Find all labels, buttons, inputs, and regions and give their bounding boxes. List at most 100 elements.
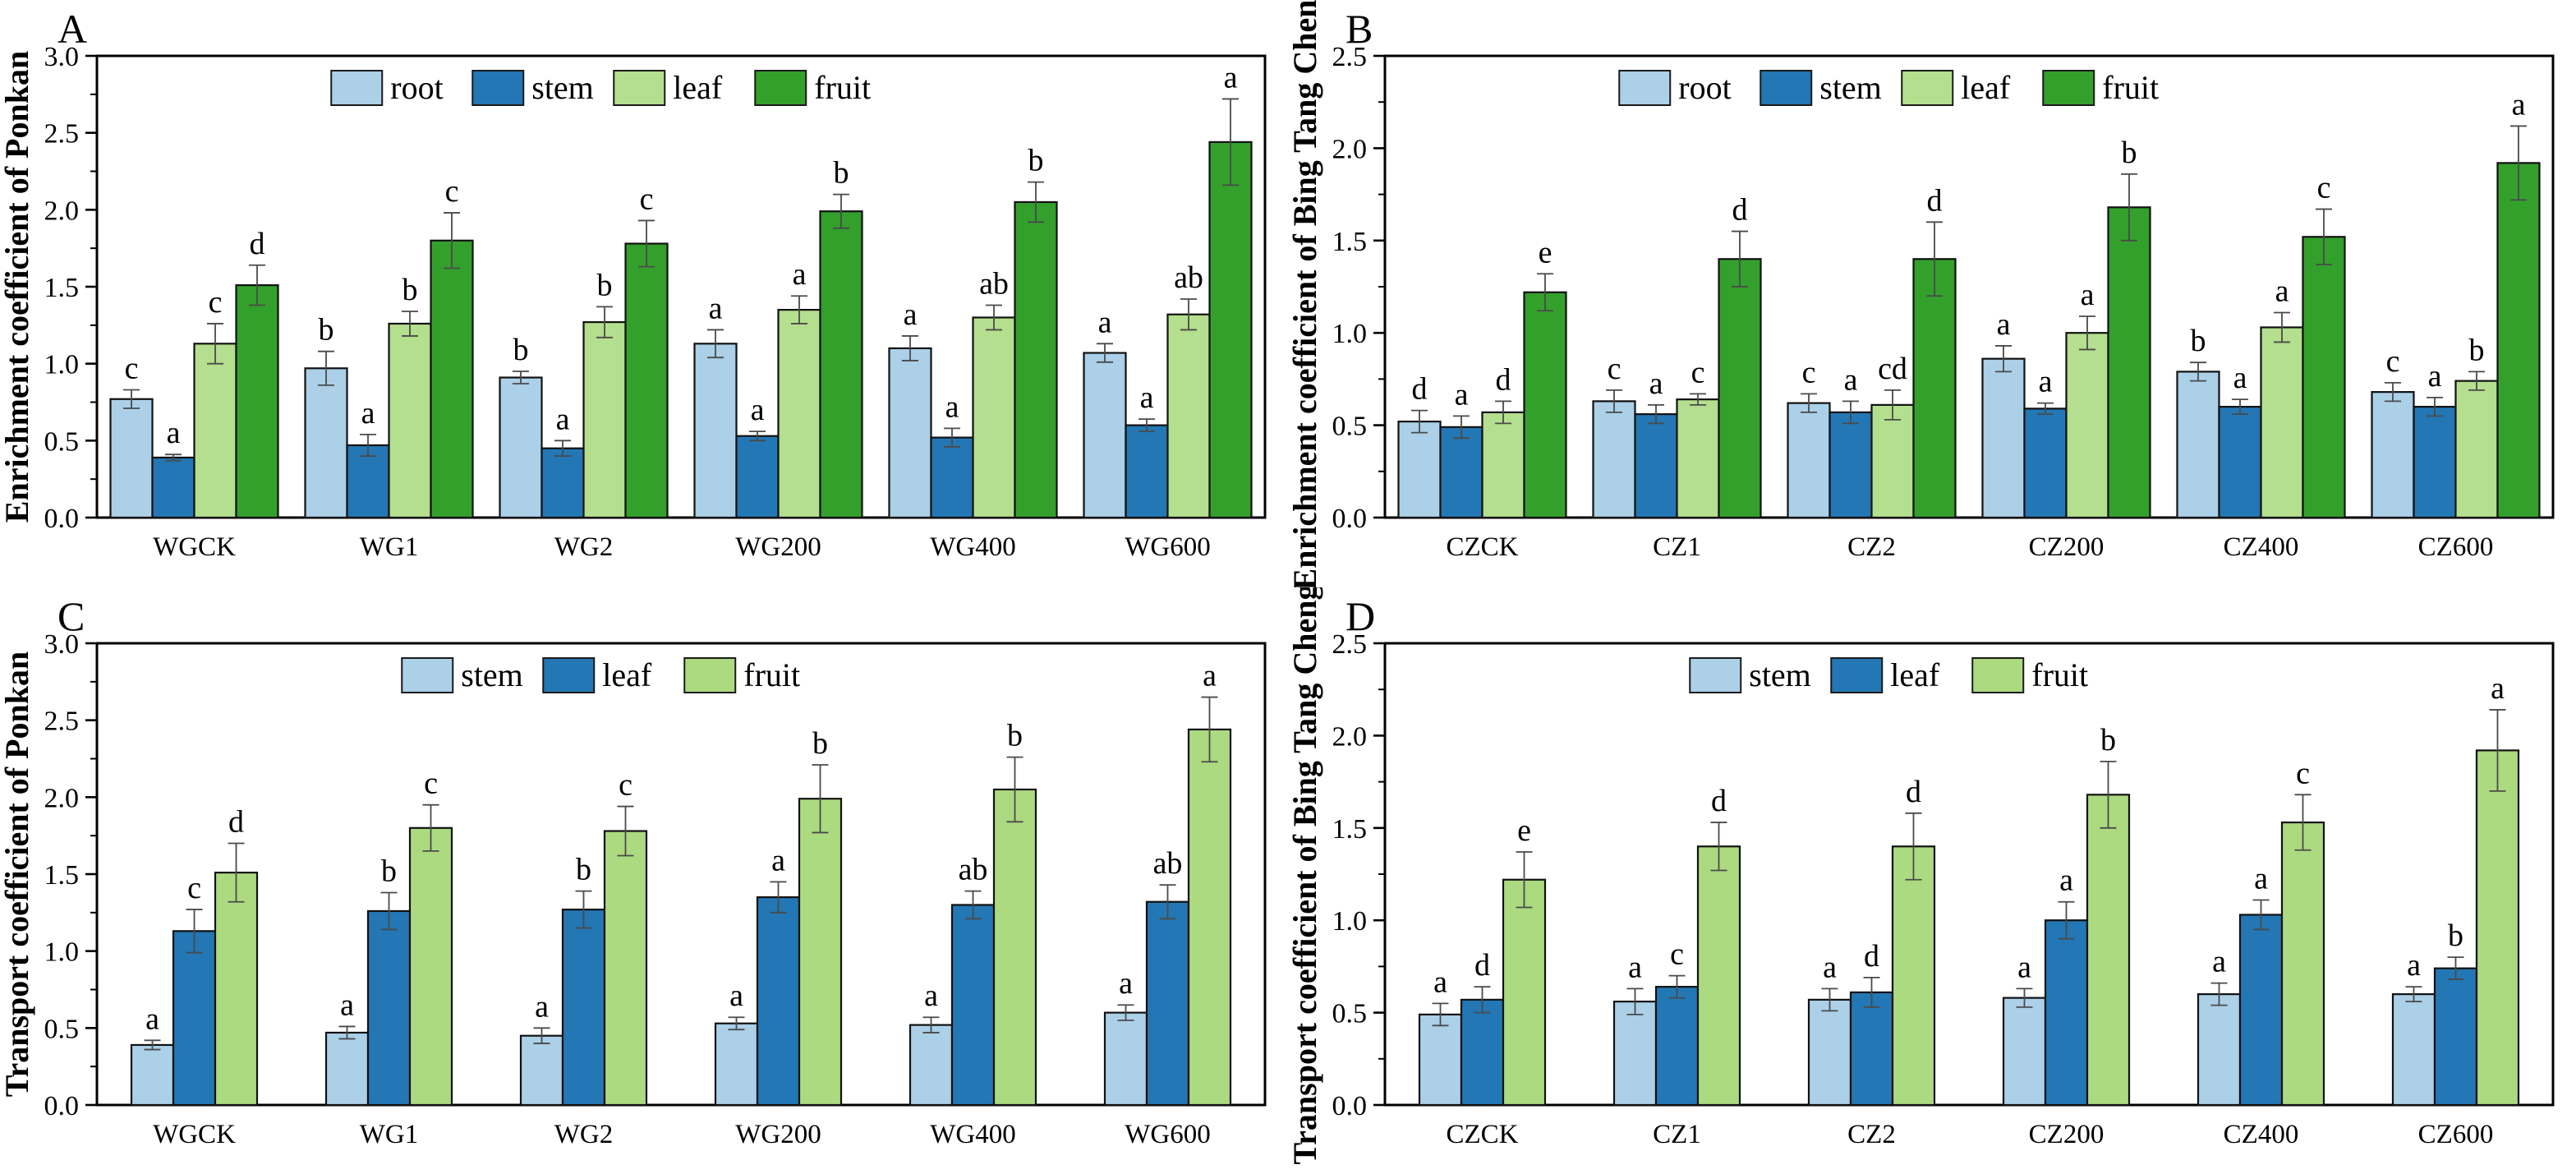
- bar-stem-WG600: [1103, 1011, 1148, 1106]
- bar-stem-CZ600: [2391, 992, 2436, 1106]
- significance-letter: d: [250, 227, 265, 261]
- x-category-label: WG200: [735, 532, 821, 562]
- bar-leaf-CZCK: [1460, 998, 1505, 1106]
- bar-fruit-WG600: [1187, 728, 1232, 1106]
- bar-leaf-WG200: [756, 895, 801, 1106]
- significance-letter: a: [729, 978, 743, 1013]
- significance-letter: c: [1691, 355, 1705, 389]
- bar-root-WGCK: [109, 398, 154, 519]
- bar-fruit-CZ600: [2475, 748, 2520, 1106]
- bar-stem-CZ600: [2413, 406, 2457, 519]
- y-tick-label: 0.0: [44, 1091, 80, 1121]
- significance-letter: c: [619, 767, 632, 802]
- significance-letter: a: [2233, 361, 2247, 395]
- significance-letter: a: [340, 988, 354, 1022]
- significance-letter: a: [2039, 365, 2053, 399]
- bar-fruit-CZ200: [2086, 793, 2131, 1106]
- y-tick-label: 2.0: [1332, 721, 1368, 752]
- bar-fruit-CZ2: [1912, 258, 1957, 519]
- y-tick-label: 1.5: [1332, 227, 1368, 257]
- bar-stem-CZ400: [2196, 992, 2242, 1106]
- bar-leaf-WGCK: [172, 929, 217, 1106]
- bar-stem-CZ200: [2023, 407, 2068, 519]
- panel-letter: B: [1346, 6, 1373, 52]
- bar-stem-CZCK: [1439, 426, 1484, 519]
- legend-label-leaf: leaf: [673, 69, 723, 106]
- bar-leaf-WG2: [582, 320, 627, 519]
- legend-swatch-leaf: [613, 70, 666, 106]
- significance-letter: d: [1732, 193, 1748, 228]
- legend-swatch-leaf: [1830, 656, 1884, 693]
- bar-stem-CZ1: [1612, 1000, 1658, 1106]
- significance-letter: a: [1098, 305, 1112, 339]
- legend-label-fruit: fruit: [2031, 656, 2088, 693]
- significance-letter: c: [187, 871, 201, 905]
- significance-letter: c: [2386, 344, 2400, 379]
- x-category-label: CZ1: [1653, 1120, 1701, 1149]
- y-tick-label: 0.0: [1332, 504, 1368, 534]
- y-tick-label: 1.5: [44, 273, 80, 303]
- bar-stem-WG2: [519, 1034, 564, 1106]
- legend-label-stem: stem: [1819, 69, 1882, 106]
- panel-A-chart: A 0.0 0.5 1.0 1.5 2.0 2.5 3.0 Enrichment coeffic…: [0, 6, 1267, 562]
- bar-stem-WG1: [346, 444, 390, 519]
- y-tick-label: 0.5: [44, 1014, 80, 1044]
- bar-leaf-CZ1: [1676, 398, 1720, 519]
- significance-letter: a: [361, 396, 375, 430]
- x-category-label: WG1: [360, 532, 418, 562]
- significance-letter: b: [2469, 333, 2485, 367]
- bar-leaf-CZ400: [2260, 326, 2304, 519]
- panel-D-chart: D 0.0 0.5 1.0 1.5 2.0 2.5 Transport coefficient…: [1288, 587, 2555, 1164]
- bar-fruit-CZ2: [1891, 845, 1936, 1106]
- bar-leaf-WG600: [1145, 900, 1190, 1106]
- bar-fruit-CZ400: [2280, 821, 2325, 1106]
- bar-root-WG2: [499, 376, 543, 519]
- bar-fruit-WG600: [1208, 140, 1253, 519]
- significance-letter: a: [904, 297, 918, 332]
- y-tick-label: 1.0: [1332, 906, 1368, 937]
- bar-fruit-WGCK: [235, 284, 279, 519]
- significance-letter: a: [556, 402, 570, 436]
- plot-frame: [95, 642, 1267, 1106]
- y-tick-label: 0.5: [1332, 998, 1368, 1029]
- bar-leaf-CZ2: [1870, 403, 1915, 519]
- bar-fruit-WG200: [819, 210, 863, 519]
- bar-leaf-CZCK: [1481, 411, 1525, 519]
- significance-letter: b: [834, 156, 849, 191]
- bar-stem-CZ200: [2002, 997, 2047, 1106]
- significance-letter: a: [1455, 377, 1469, 412]
- x-category-label: WG2: [554, 532, 613, 562]
- significance-letter: d: [1864, 938, 1879, 973]
- bar-fruit-CZ1: [1696, 845, 1741, 1106]
- significance-letter: a: [2428, 359, 2442, 394]
- y-tick-label: 1.5: [1332, 813, 1368, 844]
- bar-stem-CZCK: [1418, 1013, 1463, 1106]
- legend: root stem leaf fruit: [1618, 69, 2159, 106]
- bar-fruit-WG400: [992, 788, 1037, 1106]
- significance-letter: a: [167, 416, 181, 450]
- legend-label-leaf: leaf: [1961, 69, 2011, 106]
- bar-leaf-CZ1: [1654, 985, 1700, 1106]
- bar-stem-CZ2: [1828, 411, 1873, 519]
- bar-root-WG200: [693, 343, 738, 519]
- y-axis-title: Enrichment coefficient of Bing Tang Chen…: [1288, 0, 1323, 587]
- significance-letter: c: [2317, 171, 2331, 205]
- significance-letter: b: [2448, 918, 2463, 953]
- y-tick-label: 3.0: [44, 42, 80, 72]
- panel-letter: A: [58, 6, 87, 52]
- significance-letter: b: [402, 273, 418, 307]
- bar-leaf-WG600: [1166, 313, 1211, 519]
- y-axis-title: Transport coefficient of Ponkan: [0, 651, 35, 1097]
- bar-leaf-WGCK: [193, 343, 237, 519]
- y-tick-label: 0.0: [44, 504, 80, 534]
- x-category-label: CZ400: [2224, 532, 2299, 562]
- y-tick-label: 0.5: [1332, 412, 1368, 442]
- bar-fruit-CZCK: [1523, 291, 1567, 519]
- x-category-label: CZ200: [2029, 532, 2104, 562]
- panel-bottom-right: D 0.0 0.5 1.0 1.5 2.0 2.5 Transport coefficient…: [1288, 587, 2576, 1174]
- significance-letter: a: [1433, 965, 1447, 999]
- panel-B-chart: B 0.0 0.5 1.0 1.5 2.0 2.5 Enrichment coefficien…: [1288, 0, 2555, 587]
- y-tick-label: 2.5: [44, 119, 80, 150]
- x-category-label: WGCK: [153, 532, 236, 562]
